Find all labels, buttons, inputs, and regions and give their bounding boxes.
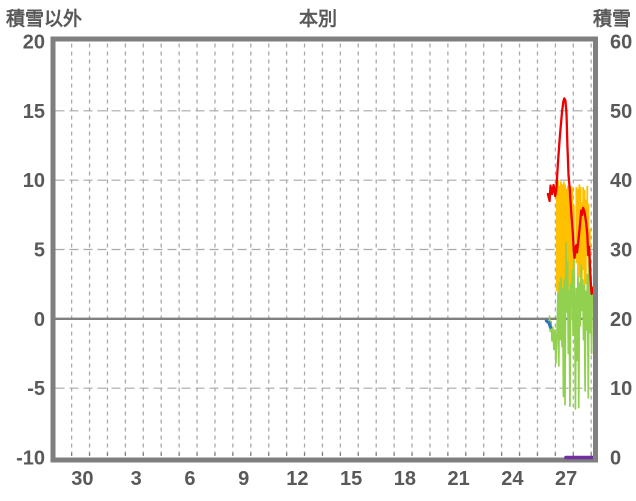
right-axis-title: 積雪 <box>592 9 631 30</box>
x-axis-label: 12 <box>286 468 308 490</box>
x-axis-label: 15 <box>340 468 362 490</box>
y-axis-label-left: -5 <box>27 378 45 400</box>
x-axis-label: 6 <box>184 468 195 490</box>
series-red-line <box>546 97 593 296</box>
y-axis-label-right: 10 <box>610 378 632 400</box>
x-axis-label: 3 <box>131 468 142 490</box>
y-axis-label-right: 60 <box>610 32 632 54</box>
x-axis-label: 30 <box>71 468 93 490</box>
y-axis-label-right: 40 <box>610 170 632 192</box>
x-axis-label: 27 <box>555 468 577 490</box>
x-axis-label: 21 <box>448 468 470 490</box>
series-blue-segment <box>544 319 553 329</box>
chart-title: 本別 <box>298 9 337 30</box>
y-axis-label-right: 0 <box>610 448 621 470</box>
x-axis-label: 24 <box>501 468 524 490</box>
y-axis-label-right: 50 <box>610 101 632 123</box>
y-axis-label-left: 20 <box>23 32 45 54</box>
plot-frame <box>50 36 598 463</box>
y-axis-label-left: 0 <box>34 309 45 331</box>
y-axis-label-left: 10 <box>23 170 45 192</box>
x-axis-label: 9 <box>238 468 249 490</box>
x-axis-label: 18 <box>394 468 416 490</box>
y-axis-label-left: 15 <box>23 101 45 123</box>
y-axis-label-right: 20 <box>610 309 632 331</box>
y-axis-label-left: 5 <box>34 240 45 262</box>
y-axis-label-right: 30 <box>610 240 632 262</box>
series-layer <box>544 97 593 460</box>
series-green-line <box>548 241 593 410</box>
y-axis-label-left: -10 <box>16 448 45 470</box>
left-axis-title: 積雪以外 <box>6 9 83 30</box>
